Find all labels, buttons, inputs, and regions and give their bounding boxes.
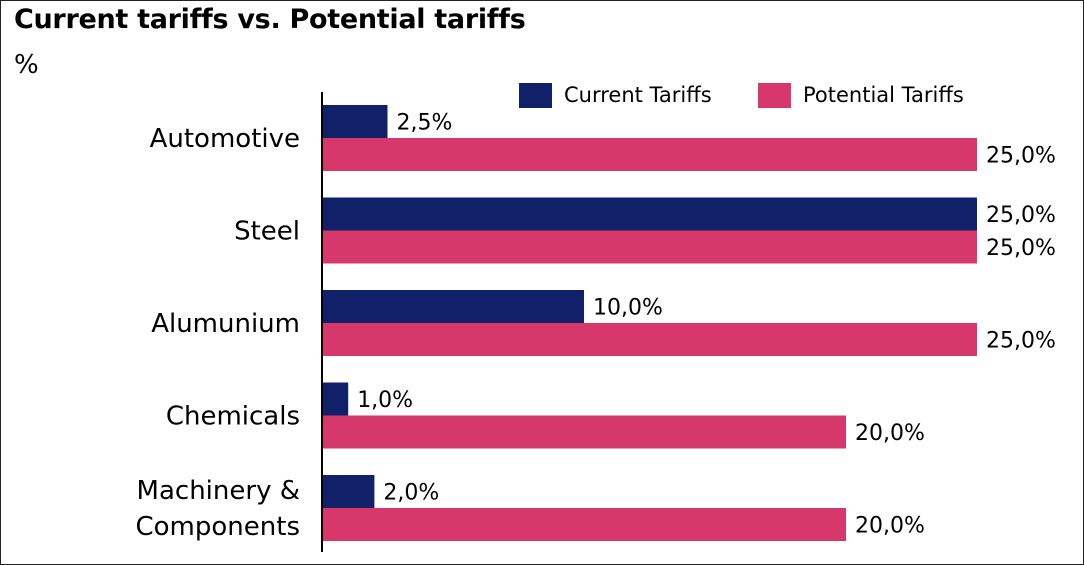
bar-value-label: 2,5% bbox=[397, 111, 453, 136]
bar-value-label: 20,0% bbox=[855, 421, 925, 446]
bar-value-label: 1,0% bbox=[357, 388, 413, 413]
bar-potential bbox=[322, 415, 846, 449]
bar-current bbox=[322, 475, 375, 508]
chart-title: Current tariffs vs. Potential tariffs bbox=[14, 4, 526, 35]
bar-current bbox=[322, 197, 977, 231]
category-label: Alumunium bbox=[151, 309, 300, 339]
bar-value-label: 20,0% bbox=[855, 514, 925, 539]
chart-unit-label: % bbox=[14, 50, 39, 80]
bar-potential bbox=[322, 508, 846, 541]
category-label: Chemicals bbox=[166, 402, 300, 432]
category-label: Steel bbox=[234, 217, 300, 247]
legend-item-potential-tariffs: Potential Tariffs bbox=[758, 82, 964, 108]
bar-value-label: 25,0% bbox=[986, 203, 1056, 228]
legend-label-potential: Potential Tariffs bbox=[803, 83, 964, 107]
legend-swatch-potential bbox=[758, 82, 791, 108]
bar-potential bbox=[322, 323, 977, 356]
category-label: Automotive bbox=[150, 124, 300, 154]
bar-potential bbox=[322, 230, 977, 264]
bar-current bbox=[322, 382, 349, 416]
category-label: Components bbox=[136, 512, 301, 542]
bar-potential bbox=[322, 138, 977, 171]
bar-value-label: 2,0% bbox=[383, 481, 439, 506]
bar-current bbox=[322, 290, 584, 323]
bar-value-label: 25,0% bbox=[986, 144, 1056, 169]
bar-value-label: 10,0% bbox=[593, 296, 663, 321]
bar-value-label: 25,0% bbox=[986, 236, 1056, 261]
legend-swatch-current bbox=[519, 82, 552, 108]
bar-current bbox=[322, 105, 388, 138]
legend-label-current: Current Tariffs bbox=[564, 83, 712, 107]
legend-item-current-tariffs: Current Tariffs bbox=[519, 82, 712, 108]
category-label: Machinery & bbox=[137, 476, 300, 506]
bar-value-label: 25,0% bbox=[986, 329, 1056, 354]
